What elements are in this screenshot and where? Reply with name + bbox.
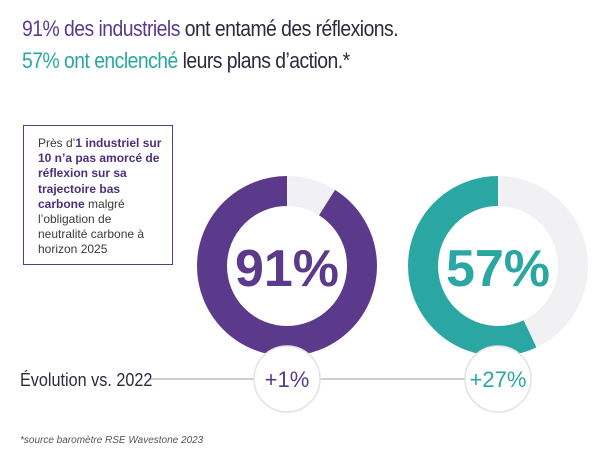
headline-57-pct: 57% ont enclenché xyxy=(22,48,178,73)
donut-value-label-2: 57% xyxy=(446,240,550,298)
headline-91-pct: 91% des industriels xyxy=(22,16,180,41)
headline-line-2-rest: leurs plans d’action.* xyxy=(177,48,351,73)
donut-value-label-1: 91% xyxy=(235,240,339,298)
evolution-badge-label-2: +27% xyxy=(470,367,527,392)
evolution-badge-1 xyxy=(253,345,321,413)
evolution-badge-label-1: +1% xyxy=(265,367,310,392)
source-note: *source baromètre RSE Wavestone 2023 xyxy=(20,435,204,446)
info-box-post: malgré l’obligation de neutralité carbon… xyxy=(38,196,145,257)
donut-arc-1 xyxy=(197,176,377,356)
donut-arc-2 xyxy=(408,176,588,356)
info-box: Près d’1 industriel sur 10 n’a pas amorc… xyxy=(23,125,173,265)
headline-line-1: 91% des industriels ont entamé des réfle… xyxy=(22,16,399,42)
info-box-pre: Près d’ xyxy=(38,136,76,150)
info-box-bold: 1 industriel sur 10 n’a pas amorcé de ré… xyxy=(38,136,162,211)
evolution-badge-2 xyxy=(464,345,532,413)
evolution-label: Évolution vs. 2022 xyxy=(20,370,153,390)
headline-line-1-rest: ont entamé des réflexions. xyxy=(179,16,399,41)
headline-line-2: 57% ont enclenché leurs plans d’action.* xyxy=(22,48,350,74)
